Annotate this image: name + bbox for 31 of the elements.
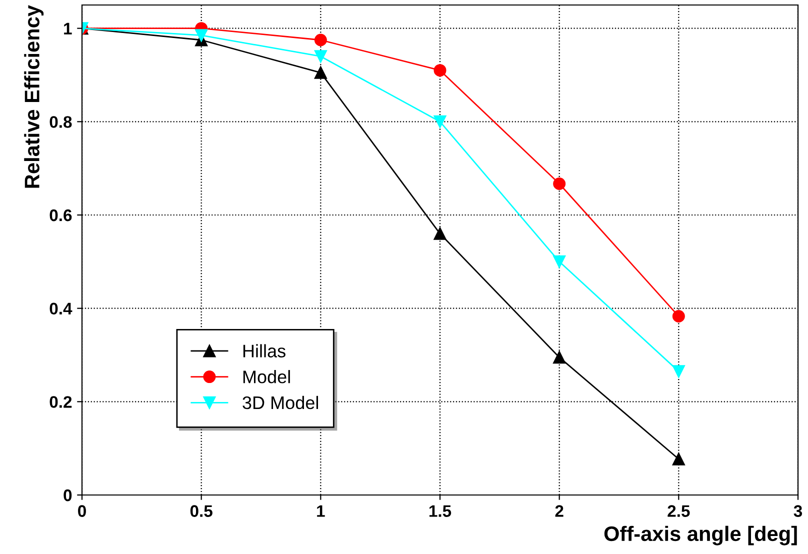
y-axis-title: Relative Efficiency <box>24 5 44 188</box>
y-tick-label: 0 <box>64 489 72 502</box>
point <box>672 452 685 466</box>
point <box>195 29 208 42</box>
point <box>314 34 327 46</box>
point <box>434 115 446 128</box>
legend-label: 3D Model <box>242 396 318 410</box>
point <box>672 310 685 323</box>
x-tick-label: 2 <box>555 505 564 517</box>
y-tick-label: 0.2 <box>50 396 72 408</box>
y-tick-label: 1 <box>64 22 72 34</box>
x-tick-label: 1.5 <box>429 505 452 517</box>
y-tick-label: 0.6 <box>50 209 72 222</box>
legend-label: Hillas <box>243 344 286 358</box>
point <box>553 255 566 268</box>
point <box>434 64 446 77</box>
x-tick-label: 0.5 <box>190 505 212 517</box>
y-tick-label: 0.8 <box>50 116 72 128</box>
x-axis-title: Off-axis angle [deg] <box>604 526 797 546</box>
point <box>314 50 327 63</box>
point <box>553 351 566 364</box>
x-tick-label: 0 <box>78 505 86 517</box>
point <box>314 66 327 79</box>
y-tick-label: 0.4 <box>50 302 72 315</box>
x-tick-label: 3 <box>794 505 802 517</box>
point <box>672 365 685 378</box>
legend-label: Model <box>243 370 290 384</box>
x-tick-label: 2.5 <box>668 505 690 517</box>
point <box>553 177 566 190</box>
point <box>434 227 446 240</box>
x-tick-label: 1 <box>317 505 325 517</box>
